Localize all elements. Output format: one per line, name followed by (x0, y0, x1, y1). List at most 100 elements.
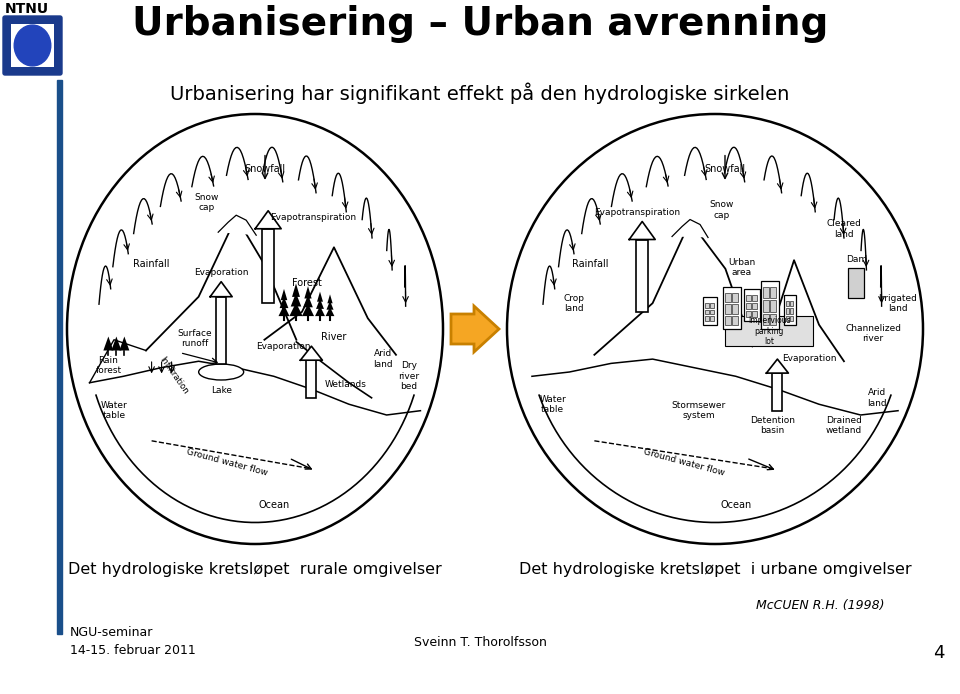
Text: 14-15. februar 2011: 14-15. februar 2011 (70, 644, 196, 657)
Text: Rainfall: Rainfall (572, 259, 609, 269)
Text: Stormsewer
system: Stormsewer system (671, 401, 726, 421)
Bar (770, 314, 776, 325)
Text: Infiltration: Infiltration (157, 355, 190, 396)
Polygon shape (327, 294, 332, 303)
Bar (709, 310, 713, 314)
Text: Water
table: Water table (101, 401, 128, 421)
Text: Ground water flow: Ground water flow (185, 447, 269, 477)
Text: Evaporation: Evaporation (256, 341, 311, 350)
Polygon shape (326, 301, 333, 310)
Bar (705, 310, 708, 314)
Bar (723, 287, 741, 329)
Ellipse shape (199, 364, 244, 380)
Text: Det hydrologiske kretsløpet  rurale omgivelser: Det hydrologiske kretsløpet rurale omgiv… (68, 562, 442, 577)
Bar (762, 301, 769, 312)
Text: Sveinn T. Thorolfsson: Sveinn T. Thorolfsson (414, 636, 546, 649)
Polygon shape (111, 337, 121, 350)
Text: Dam: Dam (846, 255, 867, 264)
Text: Urban
area: Urban area (728, 257, 756, 277)
Polygon shape (210, 282, 232, 297)
Text: Irrigated
land: Irrigated land (878, 294, 918, 313)
Bar (705, 316, 708, 321)
Text: Snow
cap: Snow cap (194, 193, 218, 212)
Bar (773, 373, 782, 411)
Polygon shape (766, 359, 788, 373)
Bar (783, 295, 796, 325)
Bar (636, 239, 648, 312)
Text: Detention
basin: Detention basin (750, 416, 795, 435)
Bar (744, 289, 759, 321)
Polygon shape (325, 307, 334, 316)
Bar (785, 308, 789, 314)
Bar (705, 303, 708, 307)
Text: Arid
land: Arid land (373, 349, 393, 369)
Ellipse shape (68, 115, 442, 543)
Text: Channelized
river: Channelized river (845, 323, 901, 343)
Bar (785, 316, 789, 321)
Bar (709, 316, 713, 321)
Polygon shape (316, 299, 324, 309)
Bar (746, 311, 751, 317)
Polygon shape (315, 306, 324, 316)
Bar (752, 311, 756, 317)
Bar (732, 293, 737, 303)
Text: Ocean: Ocean (720, 500, 752, 510)
Bar (770, 287, 776, 298)
Bar (790, 301, 793, 306)
Text: Arid
land: Arid land (868, 388, 887, 407)
FancyBboxPatch shape (3, 16, 62, 75)
Text: Rainfall: Rainfall (133, 259, 170, 269)
Text: Forest: Forest (292, 278, 322, 288)
Text: Lake: Lake (210, 386, 231, 395)
Polygon shape (304, 286, 312, 298)
Bar (725, 305, 731, 314)
FancyArrow shape (451, 306, 499, 352)
Bar (725, 293, 731, 303)
Bar (752, 303, 756, 309)
Text: NGU-seminar: NGU-seminar (70, 626, 154, 639)
Bar (726, 316, 813, 346)
Polygon shape (317, 291, 323, 302)
Text: NTNU: NTNU (5, 2, 49, 16)
Text: Surface
runoff: Surface runoff (178, 329, 212, 348)
Text: Snowfall: Snowfall (245, 164, 285, 174)
Text: Ocean: Ocean (258, 500, 289, 510)
Polygon shape (302, 304, 314, 316)
Polygon shape (104, 337, 113, 350)
Text: Dry
river
bed: Dry river bed (398, 362, 420, 391)
Text: Evaporation: Evaporation (782, 355, 837, 364)
Text: 4: 4 (933, 644, 945, 662)
Text: Det hydrologiske kretsløpet  i urbane omgivelser: Det hydrologiske kretsløpet i urbane omg… (518, 562, 911, 577)
Polygon shape (289, 303, 302, 316)
Polygon shape (300, 346, 323, 360)
Polygon shape (303, 295, 313, 307)
Polygon shape (292, 283, 300, 297)
Ellipse shape (509, 115, 922, 543)
Text: Drained
wetland: Drained wetland (826, 416, 862, 435)
Polygon shape (218, 215, 256, 235)
Text: Urbanisering har signifikant effekt på den hydrologiske sirkelen: Urbanisering har signifikant effekt på d… (170, 82, 790, 103)
Bar (790, 316, 793, 321)
Bar (770, 301, 776, 312)
Polygon shape (291, 293, 301, 307)
Bar (703, 297, 716, 325)
Text: River: River (322, 332, 347, 342)
Text: Snow
cap: Snow cap (709, 200, 734, 219)
Bar (57, 80, 62, 634)
Ellipse shape (14, 25, 51, 66)
Text: Evapotranspiration: Evapotranspiration (270, 212, 356, 221)
Text: Rain
forest: Rain forest (95, 355, 121, 375)
Polygon shape (280, 289, 287, 300)
Bar (725, 316, 731, 325)
Text: Evaporation: Evaporation (194, 269, 249, 278)
Text: Ground water flow: Ground water flow (642, 447, 726, 477)
Bar (790, 308, 793, 314)
Bar (306, 360, 317, 398)
Polygon shape (255, 211, 281, 229)
Polygon shape (279, 297, 288, 308)
Polygon shape (278, 305, 290, 316)
Bar (709, 303, 713, 307)
Bar (216, 297, 227, 364)
Bar (762, 287, 769, 298)
Text: Crop
land: Crop land (564, 294, 584, 313)
